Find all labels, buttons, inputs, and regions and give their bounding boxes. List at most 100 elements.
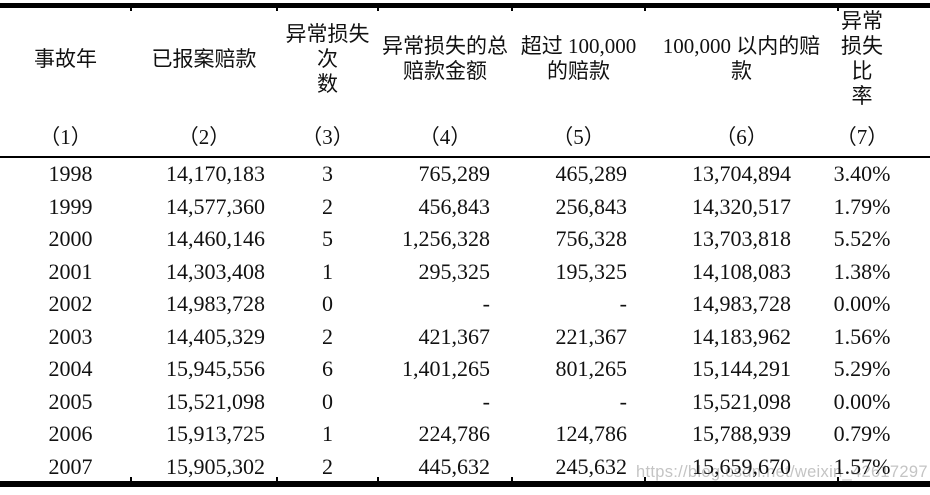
table-cell: 1.56% — [833, 323, 891, 349]
header-index-label: （2） — [177, 125, 231, 149]
table-cell: 224,786 — [418, 421, 491, 447]
column-divider-tick — [644, 8, 646, 11]
header-label: 超过 100,000 的赔款 — [520, 34, 637, 83]
table-header-row: 事故年 （1） 已报案赔款 （2） 异常损失次 数 （3） 异常损失的总 赔款金… — [0, 8, 930, 158]
header-index-label: （1） — [39, 125, 92, 149]
header-cell-abnormal-loss-total-claims: 异常损失的总 赔款金额 （4） — [378, 8, 512, 156]
table-cell: 2005 — [48, 388, 93, 414]
table-cell: - — [482, 291, 490, 317]
table-cell: 801,265 — [555, 356, 628, 382]
table-row: 1998 14,170,183 3 765,289 465,289 13,704… — [0, 158, 930, 191]
table-row: 1999 14,577,360 2 456,843 256,843 14,320… — [0, 191, 930, 224]
header-label: 事故年 — [34, 46, 97, 71]
table-cell: 756,328 — [555, 226, 628, 252]
table-row: 2001 14,303,408 1 295,325 195,325 14,108… — [0, 256, 930, 289]
table-cell: 14,183,962 — [692, 323, 791, 349]
column-divider-tick — [276, 8, 278, 11]
table-cell: 14,320,517 — [692, 193, 791, 219]
header-label: 异常损失的总 赔款金额 — [382, 34, 508, 83]
table-cell: 256,843 — [555, 193, 628, 219]
column-divider-tick — [511, 8, 513, 11]
table-cell: 0.79% — [833, 421, 891, 447]
table-cell: 2002 — [48, 291, 93, 317]
table-cell: 2000 — [48, 226, 93, 252]
table-cell: 221,367 — [555, 323, 628, 349]
table-row: 2000 14,460,146 5 1,256,328 756,328 13,7… — [0, 223, 930, 256]
header-label: 已报案赔款 — [151, 46, 257, 71]
table-top-rule — [0, 3, 930, 8]
column-divider-tick — [511, 477, 513, 481]
header-cell-claims-over-100000: 超过 100,000 的赔款 （5） — [512, 8, 645, 156]
table-cell: 5.52% — [833, 226, 891, 252]
header-index-label: （3） — [301, 125, 354, 149]
column-divider-tick — [130, 8, 132, 11]
table-cell: - — [619, 388, 627, 414]
table-cell: 14,577,360 — [166, 193, 265, 219]
column-divider-tick — [377, 8, 379, 11]
table-cell: 15,913,725 — [166, 421, 265, 447]
table-cell: 3 — [322, 161, 333, 187]
table-cell: 1 — [322, 258, 333, 284]
header-cell-claims-within-100000: 100,000 以内的赔 款 （6） — [645, 8, 838, 156]
table-cell: - — [482, 388, 490, 414]
table-cell: 3.40% — [833, 161, 891, 187]
table-cell: 15,521,098 — [166, 388, 265, 414]
table-cell: 2001 — [48, 258, 93, 284]
header-cell-accident-year: 事故年 （1） — [0, 8, 131, 156]
table-cell: 14,460,146 — [166, 226, 265, 252]
table-cell: 2006 — [48, 421, 93, 447]
table-row: 2005 15,521,098 0 - - 15,521,098 0.00% — [0, 386, 930, 419]
watermark-url: https://blog.csdn.net/weixin_42617297 — [636, 463, 928, 481]
table-cell: 13,703,818 — [692, 226, 791, 252]
table-row: 2006 15,913,725 1 224,786 124,786 15,788… — [0, 418, 930, 451]
table-cell: 2 — [322, 193, 333, 219]
table-row: 2002 14,983,728 0 - - 14,983,728 0.00% — [0, 288, 930, 321]
table-cell: 2004 — [48, 356, 93, 382]
table-cell: 14,108,083 — [692, 258, 791, 284]
table-cell: 6 — [322, 356, 333, 382]
header-cell-abnormal-loss-count: 异常损失次 数 （3） — [277, 8, 378, 156]
column-divider-tick — [276, 477, 278, 481]
table-cell: 421,367 — [418, 323, 491, 349]
column-divider-tick — [130, 477, 132, 481]
header-label: 100,000 以内的赔 款 — [662, 34, 821, 83]
table-cell: 15,945,556 — [166, 356, 265, 382]
table-cell: 15,788,939 — [692, 421, 791, 447]
table-cell: 1.38% — [833, 258, 891, 284]
table-cell: 1998 — [48, 161, 93, 187]
header-label: 异常损失次 数 — [285, 21, 370, 96]
header-label: 异常损失比 率 — [841, 9, 883, 108]
table-cell: 0.00% — [833, 291, 891, 317]
table-cell: 456,843 — [418, 193, 491, 219]
table-cell: 1.57% — [833, 453, 891, 479]
header-cell-reported-claims: 已报案赔款 （2） — [131, 8, 277, 156]
table-cell: 5 — [322, 226, 333, 252]
column-divider-tick — [837, 477, 839, 481]
header-index-label: （5） — [552, 125, 605, 149]
table-cell: 2 — [322, 453, 333, 479]
table-cell: 2007 — [48, 453, 93, 479]
table-row: 2003 14,405,329 2 421,367 221,367 14,183… — [0, 321, 930, 354]
table-cell: 15,144,291 — [692, 356, 791, 382]
table-cell: 1 — [322, 421, 333, 447]
table-cell: 765,289 — [418, 161, 491, 187]
table-cell: 445,632 — [418, 453, 491, 479]
table-cell: 13,704,894 — [692, 161, 791, 187]
table-cell: 195,325 — [555, 258, 628, 284]
header-index-label: （7） — [835, 125, 889, 149]
table-cell: 1,401,265 — [402, 356, 490, 382]
table-cell: 465,289 — [555, 161, 628, 187]
table-row: 2004 15,945,556 6 1,401,265 801,265 15,1… — [0, 353, 930, 386]
table-cell: 15,659,670 — [692, 453, 791, 479]
table-cell: 2003 — [48, 323, 93, 349]
table-cell: 1.79% — [833, 193, 891, 219]
table-cell: 14,983,728 — [692, 291, 791, 317]
table-cell: 0 — [322, 388, 333, 414]
table-cell: - — [619, 291, 627, 317]
table-cell: 124,786 — [555, 421, 628, 447]
table-cell: 295,325 — [418, 258, 491, 284]
table-cell: 14,983,728 — [166, 291, 265, 317]
table-cell: 245,632 — [555, 453, 628, 479]
table-cell: 5.29% — [833, 356, 891, 382]
column-divider-tick — [837, 8, 839, 11]
